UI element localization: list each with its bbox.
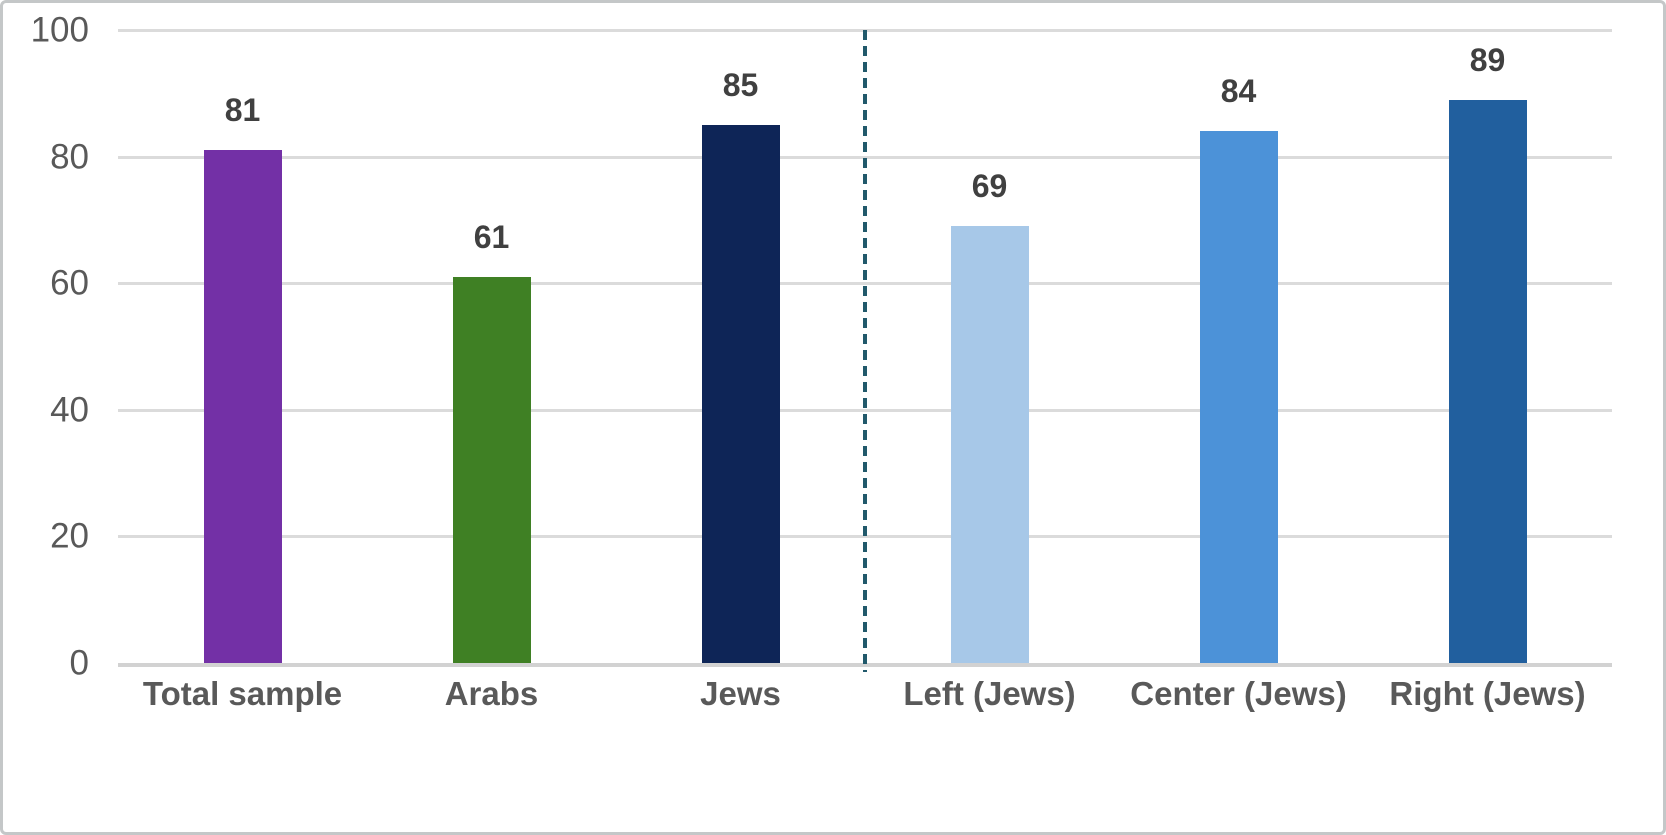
bar-left-jews <box>950 226 1029 663</box>
x-label-left-jews: Left (Jews) <box>903 675 1076 712</box>
bar-slot-arabs: 61 <box>367 30 616 663</box>
y-tick-label-20: 20 <box>50 516 89 556</box>
plot-area: 81 61 85 69 84 89 <box>118 29 1612 672</box>
x-label-right-jews: Right (Jews) <box>1389 675 1586 712</box>
x-label-jews: Jews <box>700 675 781 712</box>
x-label-total-sample: Total sample <box>142 675 343 712</box>
bar-slot-jews: 85 <box>616 30 865 663</box>
value-label-left-jews: 69 <box>971 168 1008 205</box>
value-label-right-jews: 89 <box>1469 41 1506 78</box>
bar-arabs <box>452 276 531 663</box>
value-label-center-jews: 84 <box>1220 73 1257 110</box>
bar-slot-center-jews: 84 <box>1114 30 1363 663</box>
x-label-arabs: Arabs <box>444 675 539 712</box>
x-label-center-jews: Center (Jews) <box>1130 675 1347 712</box>
bar-slot-right-jews: 89 <box>1363 30 1612 663</box>
y-axis-labels: 0 20 40 60 80 100 <box>23 13 89 681</box>
y-tick-label-40: 40 <box>50 390 89 430</box>
bar-jews <box>701 124 780 663</box>
bars-row: 81 61 85 69 84 89 <box>118 30 1612 663</box>
value-label-arabs: 61 <box>473 218 510 255</box>
bar-total-sample <box>203 150 282 663</box>
series-divider-dashed-line <box>863 30 867 672</box>
y-tick-label-100: 100 <box>30 10 89 50</box>
y-tick-label-80: 80 <box>50 137 89 177</box>
x-axis-labels: Total sample Arabs Jews Left (Jews) Center (… <box>118 675 1612 713</box>
bar-slot-total-sample: 81 <box>118 30 367 663</box>
y-tick-label-0: 0 <box>69 643 89 683</box>
bar-right-jews <box>1448 99 1527 663</box>
value-label-total-sample: 81 <box>224 92 261 129</box>
value-label-jews: 85 <box>722 66 759 103</box>
y-tick-label-60: 60 <box>50 263 89 303</box>
bar-center-jews <box>1199 131 1278 663</box>
bar-slot-left-jews: 69 <box>865 30 1114 663</box>
